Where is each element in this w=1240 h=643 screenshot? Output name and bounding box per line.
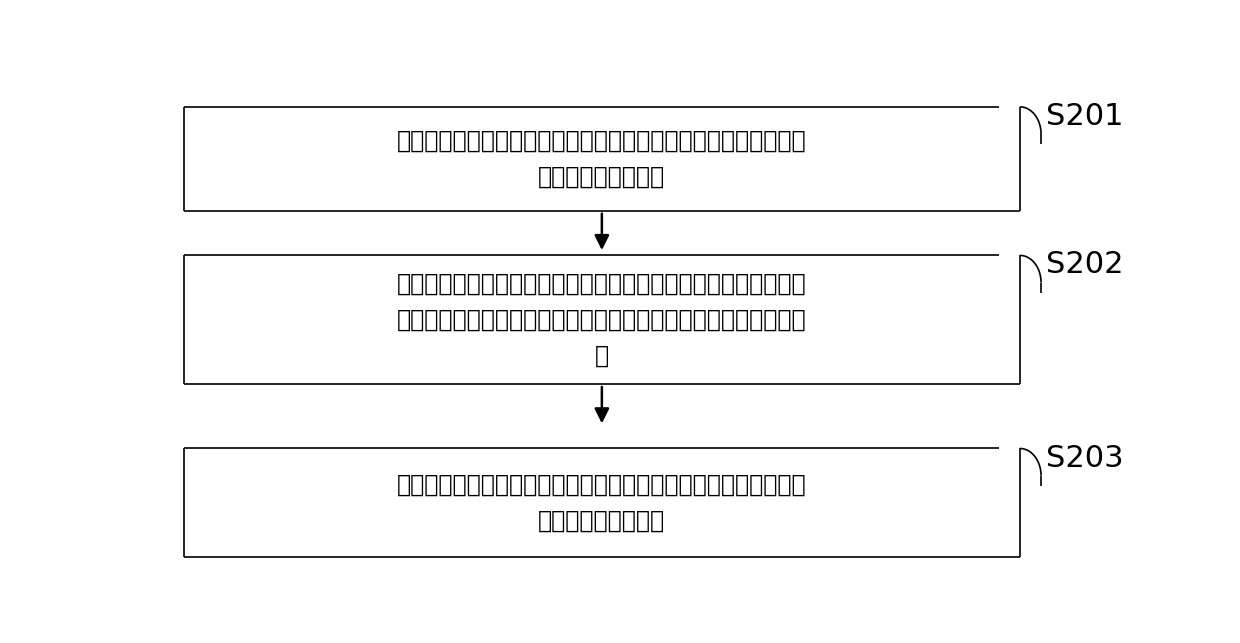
Text: 要求，进行排管设计: 要求，进行排管设计	[538, 165, 666, 188]
Text: 安装过程中，通过塔吊将模板运至楼层作业面，根据所在层的排放: 安装过程中，通过塔吊将模板运至楼层作业面，根据所在层的排放	[397, 473, 807, 497]
Text: 放: 放	[595, 343, 609, 367]
Text: 应按检验进行验收和送检，验收合格的模板根据规格及长度分别堆: 应按检验进行验收和送检，验收合格的模板根据规格及长度分别堆	[397, 308, 807, 332]
Text: S203: S203	[1045, 444, 1123, 473]
Text: 依据设计要求，模板按照标准进行设计；模板运输至施工现场后，: 依据设计要求，模板按照标准进行设计；模板运输至施工现场后，	[397, 272, 807, 296]
Text: S201: S201	[1045, 102, 1123, 131]
Text: 根据设计要求，施工缝隙、预留预埋情况、模板的排布方向和设计: 根据设计要求，施工缝隙、预留预埋情况、模板的排布方向和设计	[397, 129, 807, 153]
Text: S202: S202	[1045, 250, 1123, 280]
Text: 要求进行排放和搬运: 要求进行排放和搬运	[538, 509, 666, 533]
